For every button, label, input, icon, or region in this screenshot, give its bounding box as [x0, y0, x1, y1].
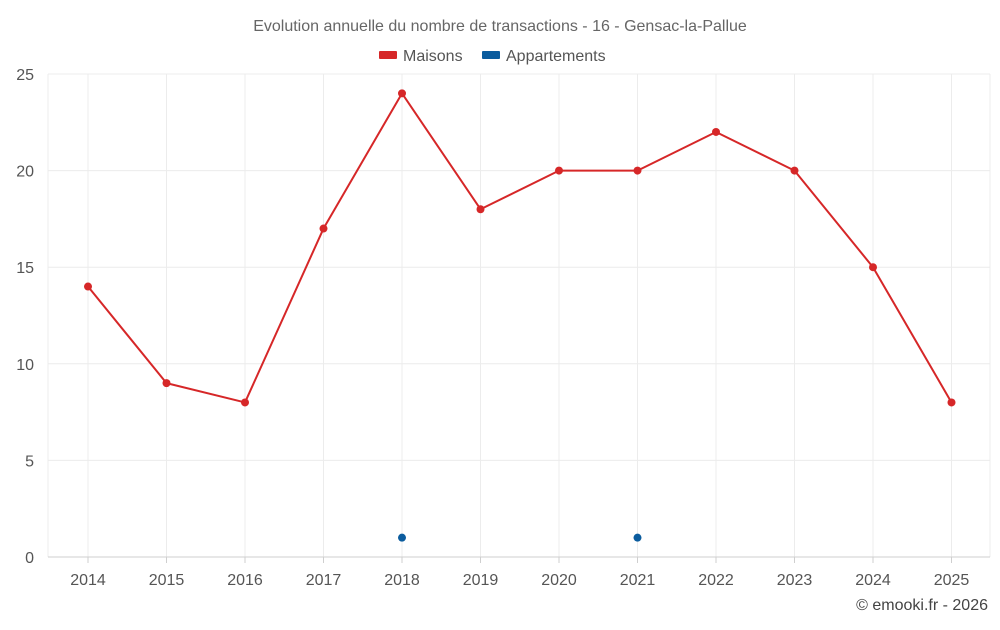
y-tick-label: 0	[25, 550, 34, 567]
chart-title: Evolution annuelle du nombre de transact…	[253, 18, 747, 35]
data-point	[398, 89, 406, 98]
x-tick-label: 2019	[463, 572, 499, 589]
x-tick-label: 2016	[227, 572, 263, 589]
data-point	[476, 205, 485, 214]
series-appartements	[398, 533, 642, 542]
y-tick-label: 5	[25, 453, 34, 470]
grid	[47, 73, 991, 557]
legend: Maisons Appartements	[379, 48, 606, 65]
x-tick-label: 2017	[306, 572, 342, 589]
x-tick-label: 2018	[384, 572, 420, 589]
data-point	[790, 166, 799, 175]
credit-text: © emooki.fr - 2026	[856, 597, 988, 614]
data-point	[319, 224, 328, 233]
series-maisons	[84, 89, 956, 407]
x-tick-label: 2024	[855, 572, 891, 589]
data-point	[398, 533, 406, 542]
data-point	[84, 282, 92, 291]
data-point	[712, 127, 720, 136]
data-point	[633, 166, 642, 175]
series	[84, 89, 956, 542]
y-tick-label: 15	[16, 260, 34, 277]
x-tick-label: 2025	[934, 572, 970, 589]
y-tick-label: 20	[16, 164, 34, 181]
x-tick-label: 2014	[70, 572, 106, 589]
data-point	[162, 379, 171, 388]
series-line	[87, 92, 953, 404]
x-tick-label: 2021	[620, 572, 656, 589]
data-point	[241, 398, 249, 407]
x-tick-label: 2015	[149, 572, 185, 589]
legend-swatch	[379, 51, 397, 59]
data-point	[555, 166, 563, 175]
y-tick-label: 10	[16, 357, 34, 374]
data-point	[947, 398, 956, 407]
data-point	[633, 533, 642, 542]
y-tick-label: 25	[16, 67, 34, 84]
legend-label: Appartements	[506, 48, 606, 65]
data-point	[869, 263, 877, 272]
x-tick-label: 2022	[698, 572, 734, 589]
x-tick-label: 2023	[777, 572, 813, 589]
legend-swatch	[482, 51, 500, 59]
legend-label: Maisons	[403, 48, 463, 65]
x-tick-label: 2020	[541, 572, 577, 589]
